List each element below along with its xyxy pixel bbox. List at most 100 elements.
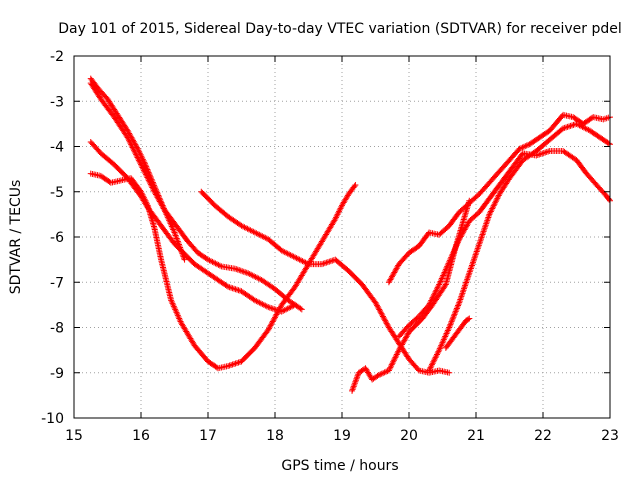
data-point: [450, 314, 457, 321]
data-point: [263, 303, 270, 310]
x-tick-label: 18: [266, 428, 284, 444]
data-point: [447, 320, 454, 327]
data-point: [449, 317, 456, 324]
data-point: [142, 171, 149, 178]
series-arc-9: [426, 120, 613, 374]
data-point: [377, 309, 384, 316]
data-point: [181, 256, 188, 263]
data-point: [522, 143, 529, 150]
series-arc-5: [198, 188, 453, 376]
data-point: [383, 320, 390, 327]
data-point: [321, 260, 328, 267]
data-point: [449, 315, 456, 322]
data-point: [326, 258, 333, 265]
y-tick-label: -9: [50, 366, 64, 382]
data-point: [266, 323, 273, 330]
x-tick-label: 22: [534, 428, 552, 444]
x-tick-label: 16: [132, 428, 150, 444]
data-point: [272, 314, 278, 321]
data-point: [143, 173, 150, 180]
data-point: [426, 300, 433, 307]
axis-ticks: 15 16 17 18 19 20 21 22 23 -10 -9 -8 -7 -6 -5 -4 -3 -2: [41, 49, 619, 444]
data-point: [388, 363, 395, 370]
data-point: [375, 372, 382, 379]
data-point: [229, 361, 236, 368]
data-point: [492, 199, 499, 206]
y-tick-label: -2: [50, 49, 64, 65]
data-point: [323, 259, 330, 266]
data-point: [465, 316, 472, 323]
data-point: [543, 149, 550, 156]
data-point: [489, 204, 496, 211]
data-point: [232, 360, 239, 367]
data-point: [429, 360, 436, 367]
data-point: [392, 354, 399, 361]
data-point: [145, 175, 152, 182]
data-point: [431, 290, 438, 297]
data-point: [428, 361, 435, 368]
data-point: [432, 354, 439, 361]
data-point: [297, 305, 304, 312]
data-point: [567, 122, 574, 129]
grid-lines: [74, 56, 610, 418]
data-point: [267, 322, 274, 329]
data-point: [290, 302, 297, 309]
data-point: [148, 183, 155, 190]
data-point: [136, 158, 143, 165]
data-point: [430, 358, 437, 365]
data-point: [453, 306, 460, 313]
data-point: [351, 183, 358, 190]
data-point: [427, 364, 434, 371]
data-point: [131, 148, 138, 155]
y-tick-label: -7: [50, 275, 64, 291]
data-point: [545, 148, 552, 155]
data-point: [516, 145, 523, 152]
data-point: [327, 258, 334, 265]
data-point: [433, 351, 440, 358]
data-point: [441, 282, 448, 289]
data-point: [393, 351, 400, 358]
series-arc-7: [385, 111, 613, 286]
series-arc-2: [87, 80, 305, 313]
data-point: [433, 287, 440, 294]
data-point: [605, 140, 612, 147]
chart-title: Day 101 of 2015, Sidereal Day-to-day VTE…: [58, 21, 622, 37]
data-point: [275, 307, 282, 314]
data-point: [495, 193, 502, 200]
data-point: [375, 305, 382, 312]
data-point: [389, 360, 396, 367]
data-point: [276, 306, 283, 313]
data-point: [268, 321, 275, 328]
data-point: [377, 371, 384, 378]
data-point: [243, 269, 250, 276]
data-point: [450, 312, 457, 319]
series-arc-8: [395, 148, 613, 340]
data-point: [539, 150, 546, 157]
data-point: [380, 314, 387, 321]
data-point: [379, 313, 386, 320]
data-point: [560, 125, 567, 132]
data-point: [519, 144, 526, 151]
data-point: [376, 306, 383, 313]
data-point: [494, 195, 501, 202]
data-point: [231, 285, 238, 292]
data-point: [446, 323, 453, 330]
data-point: [130, 145, 137, 152]
data-point: [518, 151, 525, 158]
data-point: [271, 306, 278, 313]
data-point: [431, 291, 438, 298]
data-point: [226, 284, 233, 291]
data-point: [320, 260, 327, 267]
data-point: [277, 304, 284, 311]
data-point: [133, 151, 140, 158]
data-point: [231, 360, 238, 367]
data-point: [536, 151, 543, 158]
data-point: [242, 269, 249, 276]
data-point: [390, 357, 397, 364]
data-point: [143, 163, 150, 170]
data-point: [137, 160, 144, 167]
data-point: [140, 165, 147, 172]
data-point: [381, 369, 388, 376]
data-point: [606, 196, 613, 203]
data-point: [274, 310, 281, 317]
